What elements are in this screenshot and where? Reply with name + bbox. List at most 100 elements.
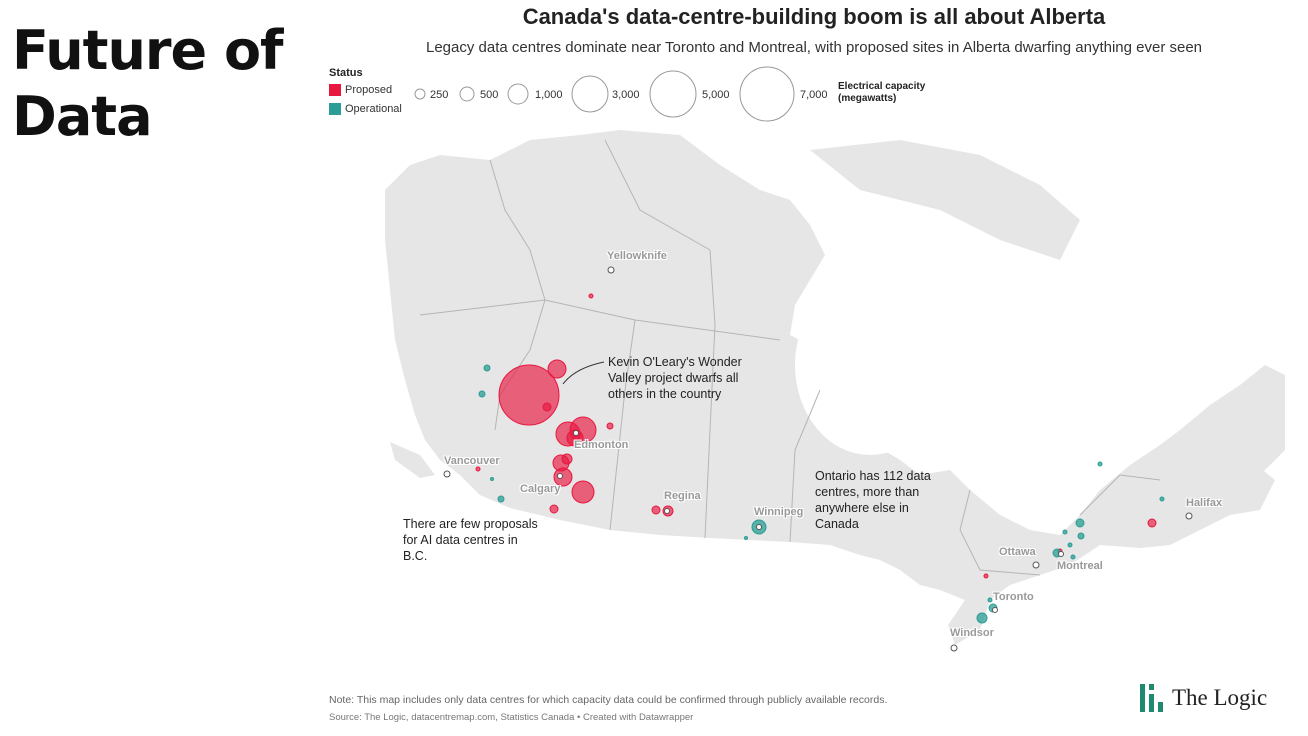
calgary-marker <box>557 473 563 479</box>
city-markers <box>443 266 1193 652</box>
proposed-bubble <box>606 422 614 430</box>
the-logic-bars-icon <box>1140 684 1163 712</box>
map-title: Canada's data-centre-building boom is al… <box>522 4 1106 29</box>
city-label-calgary: Calgary <box>520 483 561 495</box>
slide-title: Future of Data <box>12 18 312 150</box>
operational-bubble <box>1067 542 1073 548</box>
border-yukon-nwt <box>489 159 546 301</box>
newfoundland <box>1215 460 1275 515</box>
legend-operational: Operational <box>329 103 402 115</box>
operational-bubble <box>490 477 494 481</box>
edmonton-marker <box>573 430 579 436</box>
border-ontario-quebec <box>959 489 1041 576</box>
footer-note: Note: This map includes only data centre… <box>329 694 888 706</box>
toronto-marker <box>992 607 998 613</box>
capacity-title-line2: (megawatts) <box>838 93 897 104</box>
canada-map <box>385 130 1285 652</box>
proposed-bubble <box>1147 518 1157 528</box>
legend-circle-1000 <box>507 83 529 105</box>
legend-proposed: Proposed <box>329 84 392 96</box>
legend-proposed-label: Proposed <box>345 84 393 96</box>
operational-bubble <box>478 390 486 398</box>
operational-sites <box>478 364 1165 624</box>
city-label-edmonton: Edmonton <box>574 439 629 451</box>
proposed-bubble <box>549 504 559 514</box>
legend-status-title: Status <box>329 67 363 79</box>
proposed-bubble <box>561 453 573 465</box>
legend-size-500: 500 <box>480 89 498 101</box>
capacity-legend-title: Electrical capacity (megawatts) <box>838 81 958 105</box>
operational-bubble <box>1077 532 1085 540</box>
city-label-toronto: Toronto <box>993 591 1034 603</box>
annotation-ontario: Ontario has 112 data centres, more than … <box>815 469 931 531</box>
border-sask-manitoba <box>704 324 716 539</box>
operational-bubble <box>1159 496 1165 502</box>
arctic-islands <box>810 140 1080 260</box>
border-alberta-sask <box>609 319 636 531</box>
vancouver-marker <box>443 470 451 478</box>
city-label-vancouver: Vancouver <box>444 455 500 467</box>
yellowknife-marker <box>607 266 615 274</box>
proposed-bubble <box>588 293 594 299</box>
provincial-borders <box>419 139 1161 576</box>
the-logic-logo: The Logic <box>1140 684 1267 712</box>
border-quebec-labrador <box>1079 474 1161 516</box>
winnipeg-marker <box>756 524 762 530</box>
canada-mainland <box>385 130 1285 645</box>
slide-title-line1: Future of <box>12 19 284 82</box>
capacity-legend: 250 500 1,000 3,000 5,000 7,000 <box>414 66 828 122</box>
city-label-winnipeg: Winnipeg <box>754 506 804 518</box>
city-label-windsor: Windsor <box>950 627 994 639</box>
operational-bubble <box>483 364 491 372</box>
annotation-wonder-valley: Kevin O'Leary's Wonder Valley project dw… <box>608 355 742 401</box>
legend-circle-3000 <box>571 75 609 113</box>
capacity-title-line1: Electrical capacity <box>838 81 926 92</box>
montreal-marker <box>1058 551 1064 557</box>
border-60th-parallel <box>419 299 781 341</box>
city-label-ottawa: Ottawa <box>999 546 1036 558</box>
operational-bubble <box>744 536 748 540</box>
footer-source: Source: The Logic, datacentremap.com, St… <box>329 712 694 723</box>
city-label-yellowknife: Yellowknife <box>607 250 667 262</box>
proposed-bubble <box>547 359 567 379</box>
legend-operational-label: Operational <box>345 103 402 115</box>
legend-size-250: 250 <box>430 89 448 101</box>
legend-circle-250 <box>414 88 426 100</box>
hudson-bay <box>795 275 945 455</box>
city-label-montreal: Montreal <box>1057 560 1103 572</box>
operational-bubble <box>1062 529 1068 535</box>
proposed-bubble <box>571 480 595 504</box>
legend-size-7000: 7,000 <box>800 89 828 101</box>
border-nwt-nunavut <box>604 139 716 326</box>
proposed-swatch <box>329 84 341 96</box>
windsor-marker <box>950 644 958 652</box>
operational-bubble <box>1097 461 1103 467</box>
proposed-bubble <box>566 429 584 447</box>
proposed-bubble <box>475 466 481 472</box>
proposed-sites <box>475 293 1157 579</box>
legend-circle-500 <box>459 86 475 102</box>
legend-size-5000: 5,000 <box>702 89 730 101</box>
operational-bubble <box>1070 554 1076 560</box>
wonder-valley-leader <box>562 361 605 385</box>
city-label-halifax: Halifax <box>1186 497 1223 509</box>
ottawa-marker <box>1032 561 1040 569</box>
operational-bubble <box>497 495 505 503</box>
proposed-bubble <box>983 573 989 579</box>
legend-circle-5000 <box>649 70 697 118</box>
regina-marker <box>664 508 670 514</box>
proposed-bubble <box>542 402 552 412</box>
the-logic-wordmark: The Logic <box>1172 685 1268 710</box>
annotation-bc: There are few proposals for AI data cent… <box>403 517 538 563</box>
operational-bubble <box>1075 518 1085 528</box>
proposed-bubble <box>651 505 661 515</box>
city-label-regina: Regina <box>664 490 701 502</box>
border-manitoba-ontario <box>789 389 821 543</box>
operational-swatch <box>329 103 341 115</box>
slide-title-line2: Data <box>12 85 153 148</box>
map-subtitle: Legacy data centres dominate near Toront… <box>425 39 1203 56</box>
legend-size-1000: 1,000 <box>535 89 563 101</box>
halifax-marker <box>1185 512 1193 520</box>
vancouver-island <box>390 442 435 478</box>
operational-bubble <box>976 612 988 624</box>
